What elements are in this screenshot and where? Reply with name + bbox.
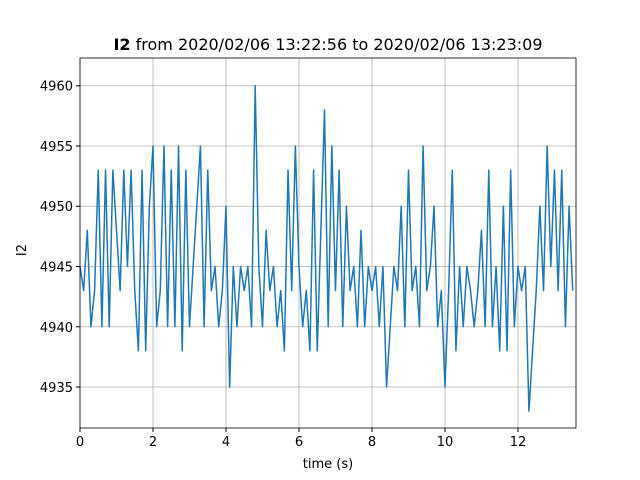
x-tick-label: 0: [76, 435, 84, 450]
y-tick-label: 4950: [40, 200, 73, 215]
y-tick-label: 4935: [40, 381, 73, 396]
x-tick-label: 6: [295, 435, 303, 450]
x-tick-label: 8: [368, 435, 376, 450]
x-tick-label: 4: [222, 435, 230, 450]
x-axis-label: time (s): [303, 457, 353, 472]
y-tick-label: 4960: [40, 80, 73, 95]
x-tick-label: 2: [149, 435, 157, 450]
chart-title: I2 from 2020/02/06 13:22:56 to 2020/02/0…: [113, 35, 542, 54]
y-tick-label: 4955: [40, 140, 73, 155]
y-tick-label: 4945: [40, 261, 73, 276]
x-tick-label: 12: [510, 435, 527, 450]
plot-frame: [79, 57, 577, 429]
y-tick-label: 4940: [40, 321, 73, 336]
title-rest: from 2020/02/06 13:22:56 to 2020/02/06 1…: [136, 35, 543, 54]
y-axis-label: I2: [15, 244, 30, 256]
title-bold: I2: [113, 35, 130, 54]
data-line: [79, 84, 574, 412]
x-tick-label: 10: [437, 435, 454, 450]
